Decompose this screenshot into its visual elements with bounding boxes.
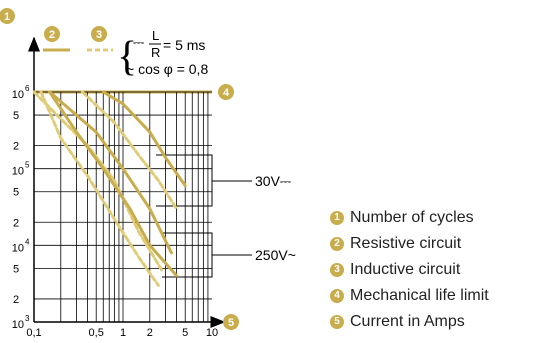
y-tick-exponent: 6 [25, 84, 30, 93]
badge-mechanical-limit [218, 84, 234, 100]
y-tick-label: 10 [12, 89, 24, 101]
group-label-30v: 30V⎓ [255, 173, 291, 189]
x-tick-label: 10 [206, 327, 218, 339]
grid-layer [34, 91, 212, 322]
x-tick-label: 5 [182, 327, 188, 339]
series-line-250v-resistive [48, 90, 179, 278]
y-tick-label: 2 [13, 141, 19, 153]
legend-label: Mechanical life limit [350, 287, 489, 304]
legend: 1 Number of cycles 2 Resistive circuit 3… [330, 208, 489, 338]
series-line-30v-inductive [80, 90, 179, 211]
legend-item: 2 Resistive circuit [330, 234, 489, 260]
badge-number-of-cycles-label: 1 [4, 11, 10, 23]
y-tick-label: 2 [13, 294, 19, 306]
formula-numerator: L [152, 28, 159, 43]
series-line-30v-resistive [101, 90, 187, 188]
group-label-250v: 250V~ [255, 247, 296, 263]
x-tick-label: 0,5 [89, 327, 104, 339]
badge-current [223, 314, 239, 330]
legend-item: 3 Inductive circuit [330, 260, 489, 286]
y-tick-label: 10 [12, 319, 24, 331]
y-tick-exponent: 4 [25, 237, 30, 246]
badge-inductive [91, 26, 107, 42]
legend-badge: 5 [330, 315, 344, 329]
legend-item: 4 Mechanical life limit [330, 286, 489, 312]
y-tick-exponent: 5 [25, 161, 30, 170]
formula-denominator: R [151, 45, 160, 60]
y-tick-label: 5 [13, 187, 19, 199]
badge-current-label: 5 [228, 317, 234, 329]
badge-inductive-label: 3 [96, 29, 102, 41]
legend-badge: 1 [330, 211, 344, 225]
y-tick-exponent: 3 [25, 314, 30, 323]
badge-resistive [44, 26, 60, 42]
bracket-250v [162, 232, 252, 278]
legend-label: Inductive circuit [350, 261, 461, 278]
series-line-30v-resistive [48, 90, 173, 255]
legend-badge: 3 [330, 263, 344, 277]
legend-item: 1 Number of cycles [330, 208, 489, 234]
legend-label: Resistive circuit [350, 235, 462, 252]
legend-badge: 2 [330, 237, 344, 251]
legend-badge: 4 [330, 289, 344, 303]
y-tick-label: 10 [12, 166, 24, 178]
y-tick-label: 5 [13, 263, 19, 275]
badge-mechanical-limit-label: 4 [223, 87, 230, 99]
y-tick-label: 2 [13, 217, 19, 229]
series-layer [32, 90, 187, 287]
formula-brace: { [117, 34, 137, 80]
y-tick-label: 10 [12, 242, 24, 254]
x-tick-label: 2 [147, 327, 153, 339]
formula-ac-text: ~ cos φ = 0,8 [126, 61, 208, 77]
formula-dc-symbol: ⎓ [133, 34, 144, 50]
x-tick-label: 0,1 [26, 327, 41, 339]
series-line-250v-inductive [39, 90, 160, 287]
badge-number-of-cycles [0, 8, 15, 24]
legend-label: Number of cycles [350, 209, 474, 226]
badge-resistive-label: 2 [49, 29, 55, 41]
x-tick-label: 1 [120, 327, 126, 339]
legend-label: Current in Amps [350, 313, 465, 330]
formula-dc-value: = 5 ms [163, 37, 205, 53]
legend-item: 5 Current in Amps [330, 312, 489, 338]
series-line-30v-inductive [32, 90, 165, 274]
y-tick-label: 5 [13, 110, 19, 122]
